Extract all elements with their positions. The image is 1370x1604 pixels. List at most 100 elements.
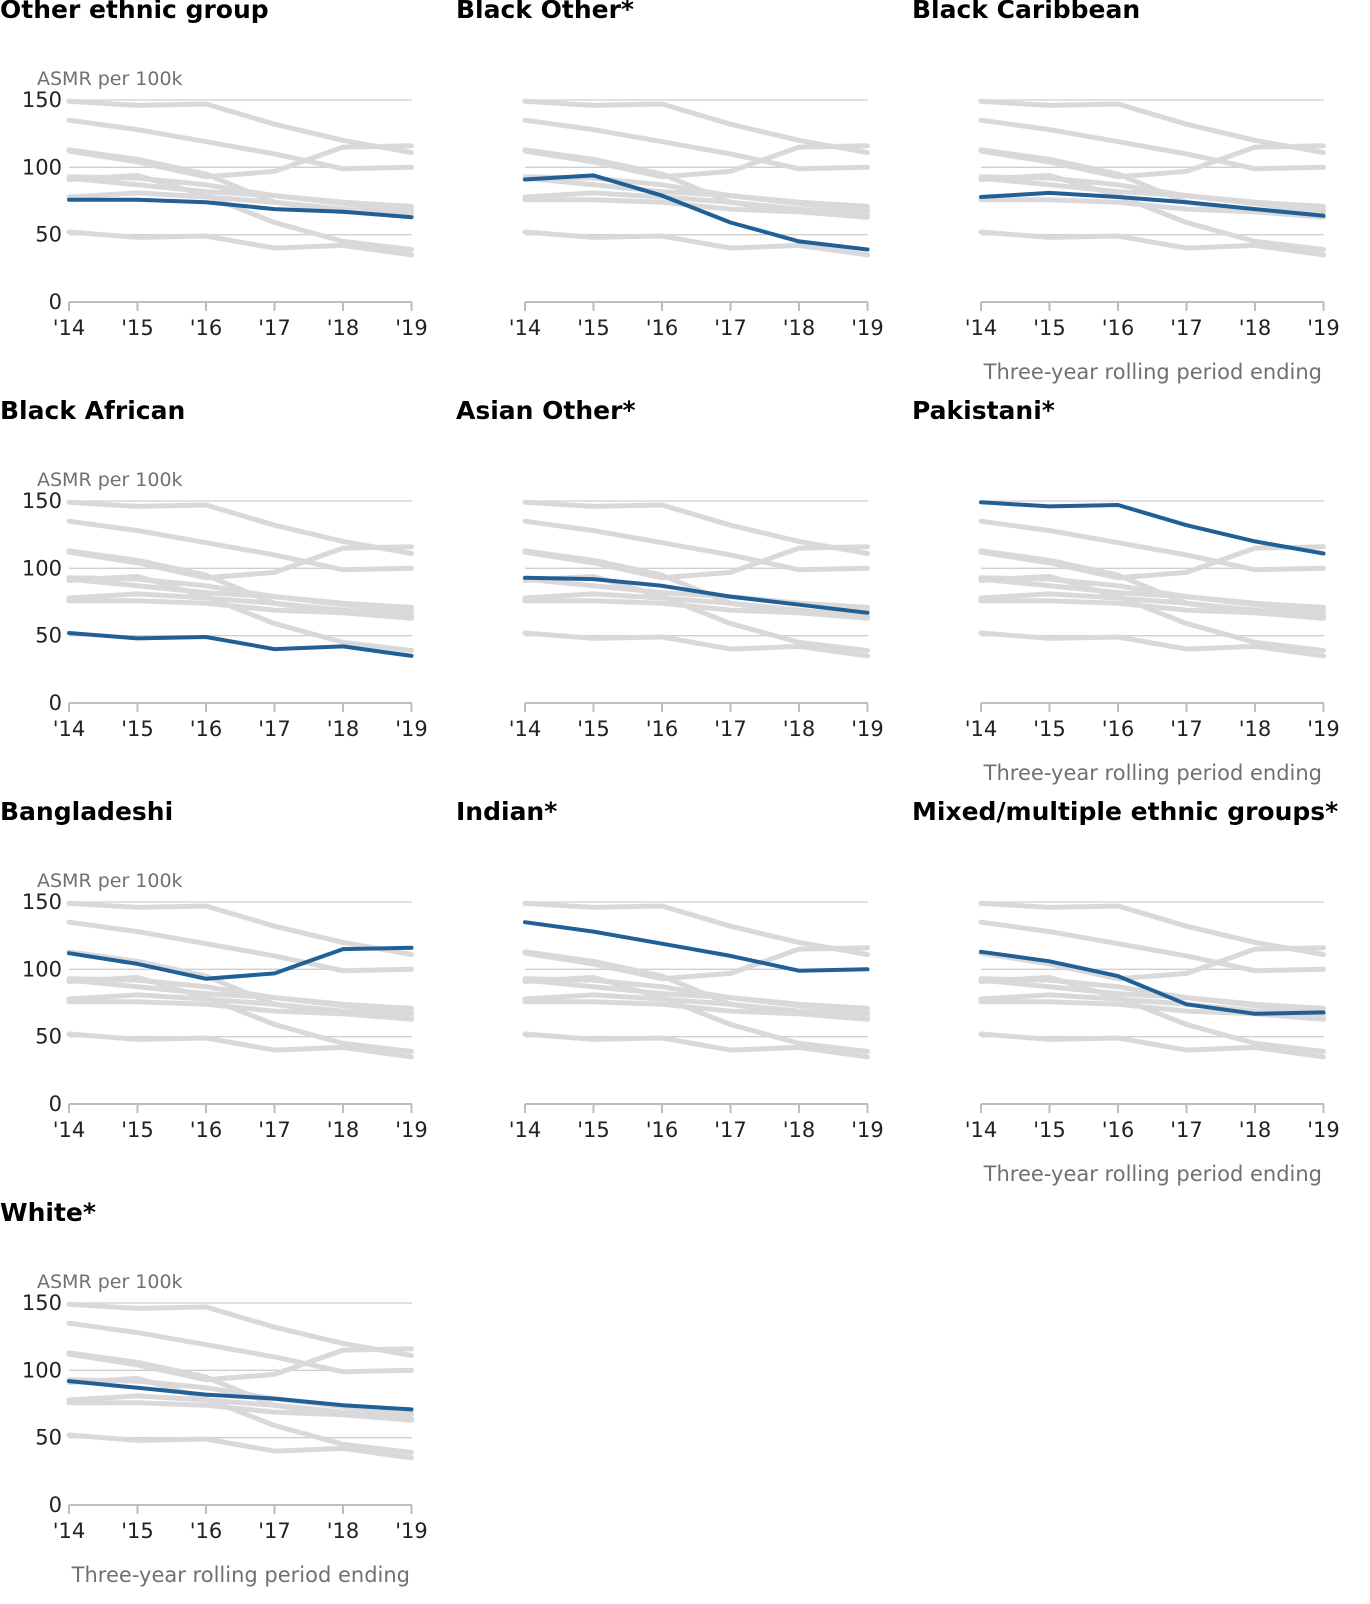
series-line-background-black-african — [66, 1031, 414, 1060]
y-axis-label: ASMR per 100k — [37, 1271, 183, 1293]
x-tick-label: '14 — [965, 717, 998, 741]
series-line-background-white — [522, 576, 870, 610]
series-line-background-indian — [978, 919, 1326, 974]
x-tick-label: '15 — [577, 717, 610, 741]
x-tick-label: '18 — [327, 717, 360, 741]
series-line-background-indian — [66, 919, 414, 974]
x-tick-label: '15 — [1033, 316, 1066, 340]
x-tick-label: '14 — [53, 316, 86, 340]
line-chart: '14 '15 '16 '17 '18 '19 — [509, 499, 884, 741]
x-tick-label: '17 — [1170, 1118, 1203, 1142]
series-line-background-mixed-multiple-ethnic-groups — [66, 548, 414, 616]
series-line-highlight-black-other — [523, 173, 870, 252]
x-tick-label: '19 — [395, 316, 428, 340]
series-line-background-white — [978, 576, 1326, 610]
series-line-background-white — [978, 175, 1326, 209]
x-tick-label: '17 — [258, 316, 291, 340]
series-line-highlight-pakistani — [979, 500, 1326, 556]
series-line-background-black-african — [522, 630, 870, 659]
series-line-background-white — [978, 977, 1326, 1011]
chart-panel-black-african: Black African ASMR per 100k 0 50 100 150 '14 '1… — [0, 396, 440, 801]
y-axis-label: ASMR per 100k — [37, 870, 183, 892]
series-line-background-white — [522, 977, 870, 1011]
chart-title: Black Caribbean — [912, 0, 1141, 24]
x-tick-label: '19 — [395, 1519, 428, 1543]
series-line-background-indian — [978, 518, 1326, 573]
x-tick-label: '14 — [509, 316, 542, 340]
series-line-highlight-white — [67, 1379, 414, 1412]
chart-panel-black-other: Black Other* '14 '15 '16 '17 '18 '19 — [456, 0, 896, 400]
series-line-background-white — [66, 576, 414, 610]
x-tick-label: '17 — [714, 1118, 747, 1142]
x-tick-label: '18 — [327, 1118, 360, 1142]
series-line-highlight-bangladeshi — [67, 945, 414, 981]
x-tick-label: '16 — [190, 1519, 223, 1543]
chart-panel-mixed-multiple-ethnic-groups: Mixed/multiple ethnic groups* '14'15'16'1… — [912, 797, 1352, 1202]
x-tick-label: '16 — [190, 316, 223, 340]
x-tick-label: '18 — [1239, 717, 1272, 741]
series-line-background-black-african — [522, 1031, 870, 1060]
x-tick-label: '15 — [577, 316, 610, 340]
chart-title: Pakistani* — [912, 396, 1055, 425]
y-tick-label: 0 — [49, 290, 62, 314]
series-line-background-pakistani — [522, 900, 870, 957]
x-tick-label: '16 — [190, 717, 223, 741]
x-tick-label: '19 — [851, 316, 884, 340]
x-tick-label: '17 — [258, 1118, 291, 1142]
y-tick-label: 100 — [22, 556, 62, 580]
line-chart: '14 '15 '16 '17 '18 '19 — [509, 900, 884, 1142]
x-tick-label: '17 — [258, 717, 291, 741]
x-tick-label: '18 — [327, 316, 360, 340]
x-tick-label: '16 — [190, 1118, 223, 1142]
x-tick-label: '18 — [327, 1519, 360, 1543]
series-line-background-indian — [66, 1320, 414, 1375]
series-line-highlight-other-ethnic-group — [67, 197, 414, 220]
series-line-highlight-black-caribbean — [979, 190, 1326, 218]
chart-title: Bangladeshi — [0, 797, 174, 826]
x-tick-label: '16 — [1102, 717, 1135, 741]
series-line-highlight-black-african — [67, 631, 414, 658]
series-line-background-black-african — [66, 229, 414, 258]
series-line-background-black-african — [66, 1432, 414, 1461]
line-chart: '14 '15 '16 '17 '18 '19 — [509, 98, 884, 340]
series-line-background-bangladeshi — [978, 143, 1326, 180]
y-tick-label: 50 — [35, 1426, 62, 1450]
line-chart: ASMR per 100k 0 50 100 150 '14 '15 '16 '17 '18 '19 — [22, 68, 428, 340]
x-tick-label: '15 — [121, 1118, 154, 1142]
y-tick-label: 100 — [22, 155, 62, 179]
x-tick-label: '18 — [1239, 1118, 1272, 1142]
chart-panel-white: White* ASMR per 100k 0 50 100 150 '14 '15 '16 '17… — [0, 1198, 440, 1603]
y-tick-label: 0 — [49, 1092, 62, 1116]
series-line-background-black-african — [978, 229, 1326, 258]
series-line-background-bangladeshi — [66, 143, 414, 180]
line-chart: '14 '15 '16 '17 '18 '19 Three-year rolling per… — [965, 900, 1340, 1186]
x-tick-label: '19 — [1307, 717, 1340, 741]
x-axis-label: Three-year rolling period ending — [983, 1162, 1322, 1186]
x-tick-label: '19 — [851, 1118, 884, 1142]
series-line-background-mixed-multiple-ethnic-groups — [522, 949, 870, 1017]
series-line-background-bangladeshi — [522, 945, 870, 982]
chart-title: Black Other* — [456, 0, 635, 24]
y-tick-label: 50 — [35, 624, 62, 648]
series-line-background-pakistani — [66, 900, 414, 957]
y-tick-label: 100 — [22, 957, 62, 981]
chart-title: Other ethnic group — [0, 0, 269, 24]
chart-panel-pakistani: Pakistani* '14 '15 '16 '17 '18 '19 Three-year r… — [912, 396, 1352, 801]
line-chart: ASMR per 100k 0 50 100 150 '14 '15 '16 '17 '18 '19 — [22, 469, 428, 741]
x-tick-label: '17 — [258, 1519, 291, 1543]
x-tick-label: '18 — [783, 1118, 816, 1142]
series-line-background-bangladeshi — [522, 544, 870, 581]
series-line-background-pakistani — [522, 499, 870, 556]
x-tick-label: '18 — [1239, 316, 1272, 340]
y-tick-label: 0 — [49, 1493, 62, 1517]
y-axis-label: ASMR per 100k — [37, 68, 183, 90]
chart-panel-black-caribbean: Black Caribbean '14 '15 '16 '17 '18 '19 Three-y… — [912, 0, 1352, 400]
series-line-background-pakistani — [522, 98, 870, 155]
x-tick-label: '15 — [577, 1118, 610, 1142]
chart-title: Mixed/multiple ethnic groups* — [912, 797, 1339, 826]
x-tick-label: '16 — [646, 717, 679, 741]
series-line-background-indian — [978, 117, 1326, 172]
y-tick-label: 150 — [22, 890, 62, 914]
line-chart: ASMR per 100k 0 50 100 150 '14 '15 '16 '17 '18 '19… — [22, 1271, 428, 1587]
series-line-background-bangladeshi — [66, 544, 414, 581]
